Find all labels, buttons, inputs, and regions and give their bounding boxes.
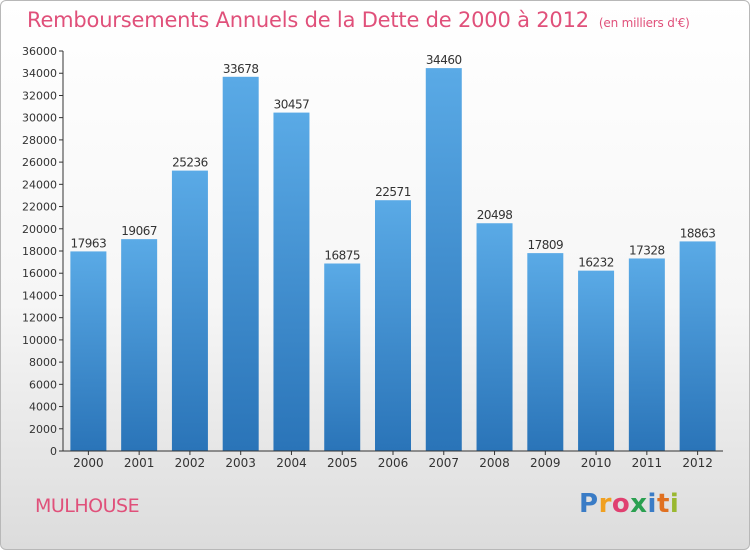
data-label: 17809 [527,238,563,252]
y-tick-label: 26000 [22,156,57,169]
data-label: 17963 [71,236,107,250]
chart-title-text: Remboursements Annuels de la Dette de 20… [27,8,589,32]
city-name: MULHOUSE [35,495,140,517]
data-label: 16875 [324,249,360,263]
x-tick-label: 2001 [124,456,155,470]
y-tick-label: 36000 [22,45,57,58]
y-tick-label: 0 [50,445,57,458]
y-tick-label: 20000 [22,223,57,236]
y-tick-label: 28000 [22,134,57,147]
bar-2007 [425,68,462,451]
proxiti-logo: Proxiti [579,489,680,519]
y-tick-label: 8000 [29,356,57,369]
x-tick-label: 2003 [225,456,256,470]
data-label: 18863 [680,226,716,240]
x-axis: 2000 2001 2002 2003 2004 2005 2006 2007 2008 2009… [63,450,723,470]
bar-2003 [222,76,259,452]
x-tick-label: 2009 [530,456,561,470]
bar-2002 [171,170,208,451]
data-label: 17328 [629,243,665,257]
y-tick-label: 24000 [22,178,57,191]
bar-2010 [578,270,615,451]
bar-2004 [273,112,310,451]
y-tick-label: 12000 [22,312,57,325]
x-tick-label: 2010 [581,456,612,470]
bar-2001 [121,239,158,451]
chart-title: Remboursements Annuels de la Dette de 20… [27,8,690,32]
y-tick-label: 32000 [22,89,57,102]
x-tick-label: 2002 [175,456,206,470]
data-label: 20498 [477,208,513,222]
data-label: 22571 [375,185,411,199]
x-tick-label: 2006 [378,456,409,470]
bar-2009 [527,253,564,451]
data-label: 19067 [121,224,157,238]
data-label: 30457 [274,98,310,112]
y-tick-label: 14000 [22,289,57,302]
data-label: 34460 [426,53,462,67]
bar-2006 [375,200,411,451]
data-label: 25236 [172,156,208,170]
y-tick-label: 10000 [22,334,57,347]
bar-2011 [628,258,665,451]
data-label: 16232 [578,256,614,270]
x-tick-label: 2008 [479,456,510,470]
chart-unit: (en milliers d'€) [598,16,690,30]
y-tick-label: 18000 [22,245,57,258]
x-tick-label: 2007 [428,456,459,470]
data-label: 33678 [223,62,259,76]
y-tick-label: 34000 [22,67,57,80]
x-tick-label: 2011 [632,456,663,470]
y-tick-label: 22000 [22,201,57,214]
bars: 17963 19067 25236 33678 30457 16875 22571 34460… [70,53,716,452]
bar-2005 [324,263,361,451]
y-tick-label: 2000 [29,423,57,436]
y-tick-label: 4000 [29,401,57,414]
bar-2012 [679,241,716,451]
y-tick-label: 6000 [29,378,57,391]
x-tick-label: 2000 [73,456,104,470]
bar-2008 [476,223,513,451]
x-tick-label: 2005 [327,456,358,470]
bar-2000 [70,251,107,451]
x-tick-label: 2012 [682,456,713,470]
y-tick-label: 30000 [22,112,57,125]
y-axis: 0 2000 4000 6000 8000 10000 12000 14000 16000 180… [22,45,64,458]
x-tick-label: 2004 [276,456,307,470]
y-tick-label: 16000 [22,267,57,280]
